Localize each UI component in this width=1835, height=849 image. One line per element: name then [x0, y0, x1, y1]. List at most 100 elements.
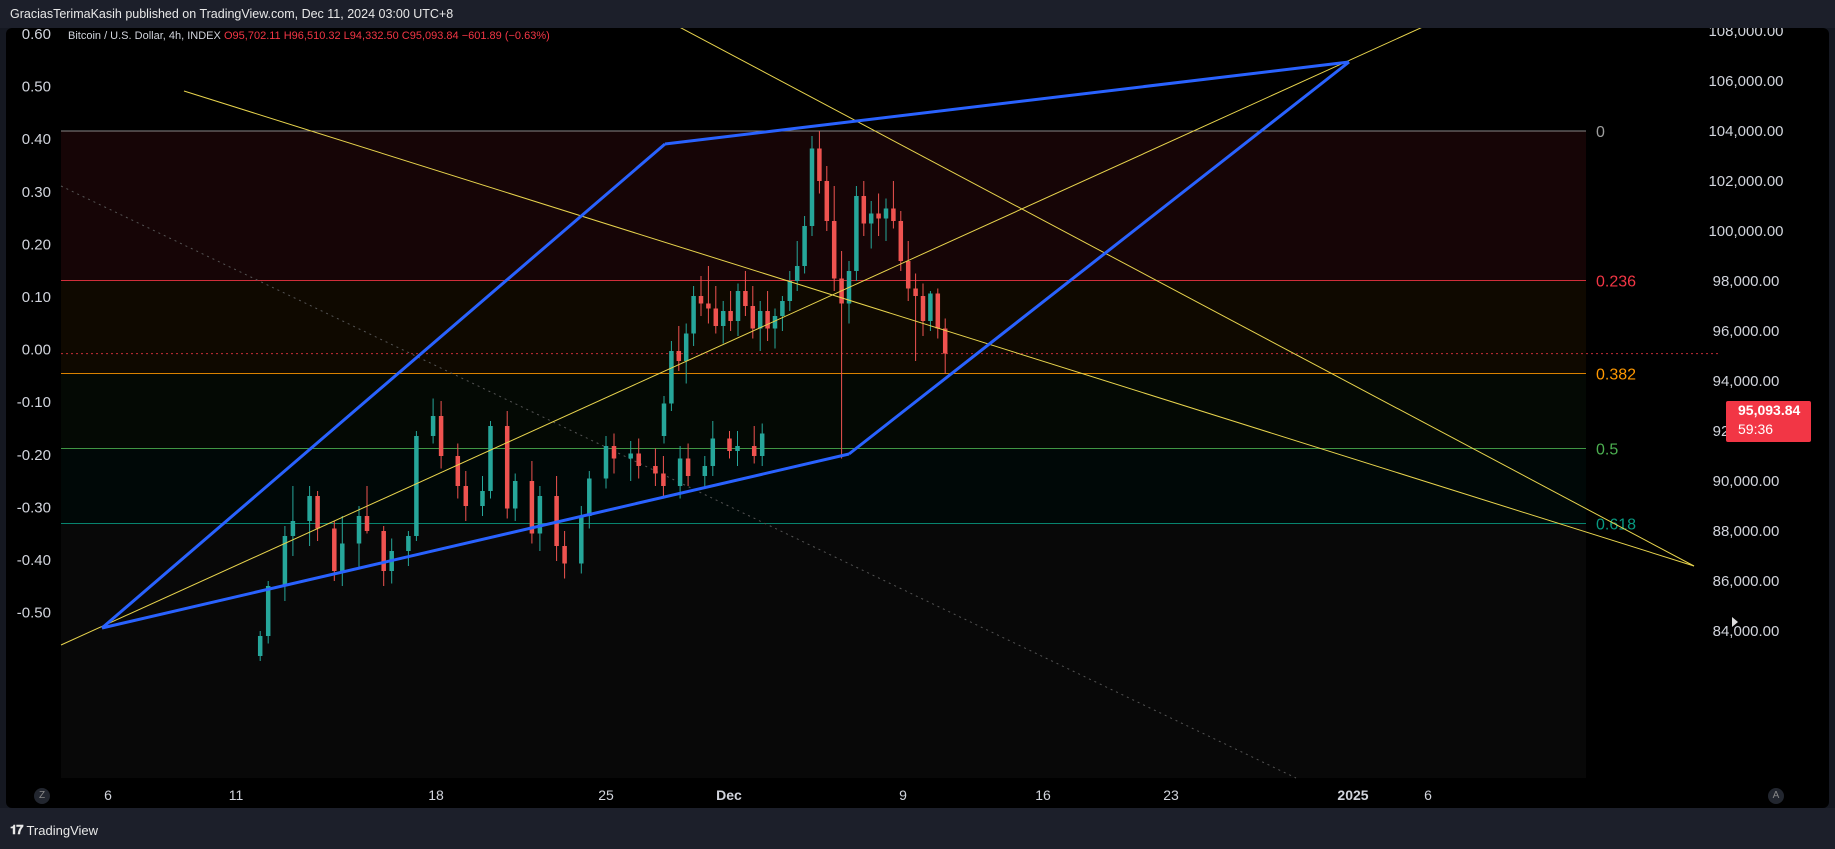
candle-body — [765, 311, 770, 329]
candle-body — [735, 446, 740, 451]
candle-body — [706, 303, 711, 309]
right-axis-tick: 104,000.00 — [1708, 123, 1783, 140]
auto-scale-a-button[interactable]: A — [1768, 788, 1784, 804]
candle-body — [307, 496, 312, 521]
fib-label-0.5: 0.5 — [1596, 442, 1618, 459]
right-axis-tick: 102,000.00 — [1708, 173, 1783, 190]
candle-body — [340, 543, 345, 571]
time-axis-tick: 11 — [229, 787, 244, 803]
time-axis-tick: 16 — [1035, 787, 1051, 803]
candle-body — [831, 221, 837, 279]
candle-body — [562, 546, 567, 564]
candle-body — [735, 291, 741, 321]
left-axis-tick: 0.50 — [22, 79, 51, 96]
bar-countdown: 59:36 — [1738, 421, 1774, 437]
candle-body — [935, 293, 941, 329]
candle-body — [928, 293, 933, 321]
candle-body — [636, 453, 641, 466]
tradingview-logo[interactable]: 𝟏𝟕 TradingView — [10, 822, 98, 838]
candle-body — [891, 208, 896, 221]
candle-body — [661, 403, 667, 436]
candle-body — [794, 266, 800, 281]
time-axis-tick: 18 — [428, 787, 444, 803]
right-axis-tick: 108,000.00 — [1708, 28, 1783, 40]
candle-body — [905, 261, 911, 289]
fib-band — [61, 280, 1586, 374]
time-axis-tick: 9 — [899, 787, 907, 803]
candle-body — [488, 426, 493, 491]
right-axis-tick: 88,000.00 — [1713, 523, 1780, 540]
candle-body — [381, 531, 386, 571]
symbol-name: Bitcoin / U.S. Dollar, 4h, INDEX — [68, 30, 221, 42]
candle-body — [282, 536, 288, 586]
fib-band — [61, 131, 1586, 281]
candle-body — [480, 491, 485, 506]
fib-band — [61, 524, 1586, 779]
time-axis-tick: 23 — [1163, 787, 1179, 803]
blue-trendline — [101, 452, 850, 630]
left-axis-tick: 0.40 — [22, 131, 51, 148]
right-axis-tick: 96,000.00 — [1713, 323, 1780, 340]
fib-label-0.236: 0.236 — [1596, 274, 1636, 291]
candle-body — [702, 466, 708, 476]
candle-body — [710, 438, 716, 466]
candle-body — [661, 473, 666, 486]
left-axis-tick: -0.40 — [17, 552, 51, 569]
brand-name: TradingView — [26, 822, 99, 838]
candle-body — [750, 306, 756, 329]
candle-body — [787, 281, 793, 301]
price-chart[interactable]: 00.2360.3820.50.6180.600.500.400.300.200… — [6, 28, 1829, 808]
left-axis-tick: 0.00 — [22, 342, 51, 359]
candle-body — [579, 516, 584, 564]
candle-body — [364, 516, 370, 531]
candle-body — [537, 496, 543, 534]
time-axis-tick: 2025 — [1337, 787, 1368, 803]
candle-body — [920, 296, 926, 321]
left-axis-tick: 0.20 — [22, 236, 51, 253]
time-axis-tick: 25 — [598, 787, 614, 803]
candle-body — [883, 208, 889, 219]
ohlc-values: O95,702.11 H96,510.32 L94,332.50 C95,093… — [224, 30, 550, 42]
candle-body — [628, 453, 633, 459]
left-axis-tick: -0.50 — [17, 605, 51, 622]
candle-body — [757, 311, 763, 329]
candle-body — [669, 351, 674, 404]
time-axis-tick: 6 — [104, 787, 112, 803]
candle-body — [438, 416, 444, 456]
tradingview-mark-icon: 𝟏𝟕 — [10, 822, 24, 837]
candle-body — [868, 213, 874, 224]
candle-body — [611, 446, 617, 459]
candle-body — [685, 458, 691, 476]
candle-body — [290, 521, 296, 536]
candle-body — [414, 436, 419, 536]
candle-body — [455, 456, 461, 486]
candle-body — [942, 328, 948, 354]
publish-header: GraciasTerimaKasih published on TradingV… — [0, 0, 1835, 28]
candle-body — [529, 481, 535, 534]
candle-body — [727, 438, 732, 451]
last-price-tag: 95,093.84 59:36 — [1726, 401, 1811, 442]
blue-trendline — [664, 60, 1350, 146]
right-axis-tick: 106,000.00 — [1708, 73, 1783, 90]
candle-body — [854, 196, 859, 271]
cursor-icon — [1732, 617, 1738, 627]
right-axis-tick: 86,000.00 — [1713, 573, 1780, 590]
fib-label-0.382: 0.382 — [1596, 367, 1636, 384]
candle-body — [876, 213, 881, 219]
left-axis-tick: -0.10 — [17, 394, 51, 411]
candle-body — [356, 516, 362, 544]
candle-body — [898, 221, 904, 261]
left-axis-tick: -0.20 — [17, 447, 51, 464]
left-axis-tick: 0.10 — [22, 289, 51, 306]
candle-body — [504, 426, 510, 509]
chart-frame[interactable]: 00.2360.3820.50.6180.600.500.400.300.200… — [6, 28, 1829, 808]
time-axis-tick: 6 — [1424, 787, 1432, 803]
candle-body — [587, 478, 592, 516]
right-axis-tick: 98,000.00 — [1713, 273, 1780, 290]
blue-trendline — [848, 60, 1350, 456]
left-axis-tick: -0.30 — [17, 499, 51, 516]
auto-scale-z-button[interactable]: Z — [34, 788, 50, 804]
last-price-value: 95,093.84 — [1738, 402, 1801, 418]
right-axis-tick: 90,000.00 — [1713, 473, 1780, 490]
yellow-trendline — [183, 90, 1695, 567]
